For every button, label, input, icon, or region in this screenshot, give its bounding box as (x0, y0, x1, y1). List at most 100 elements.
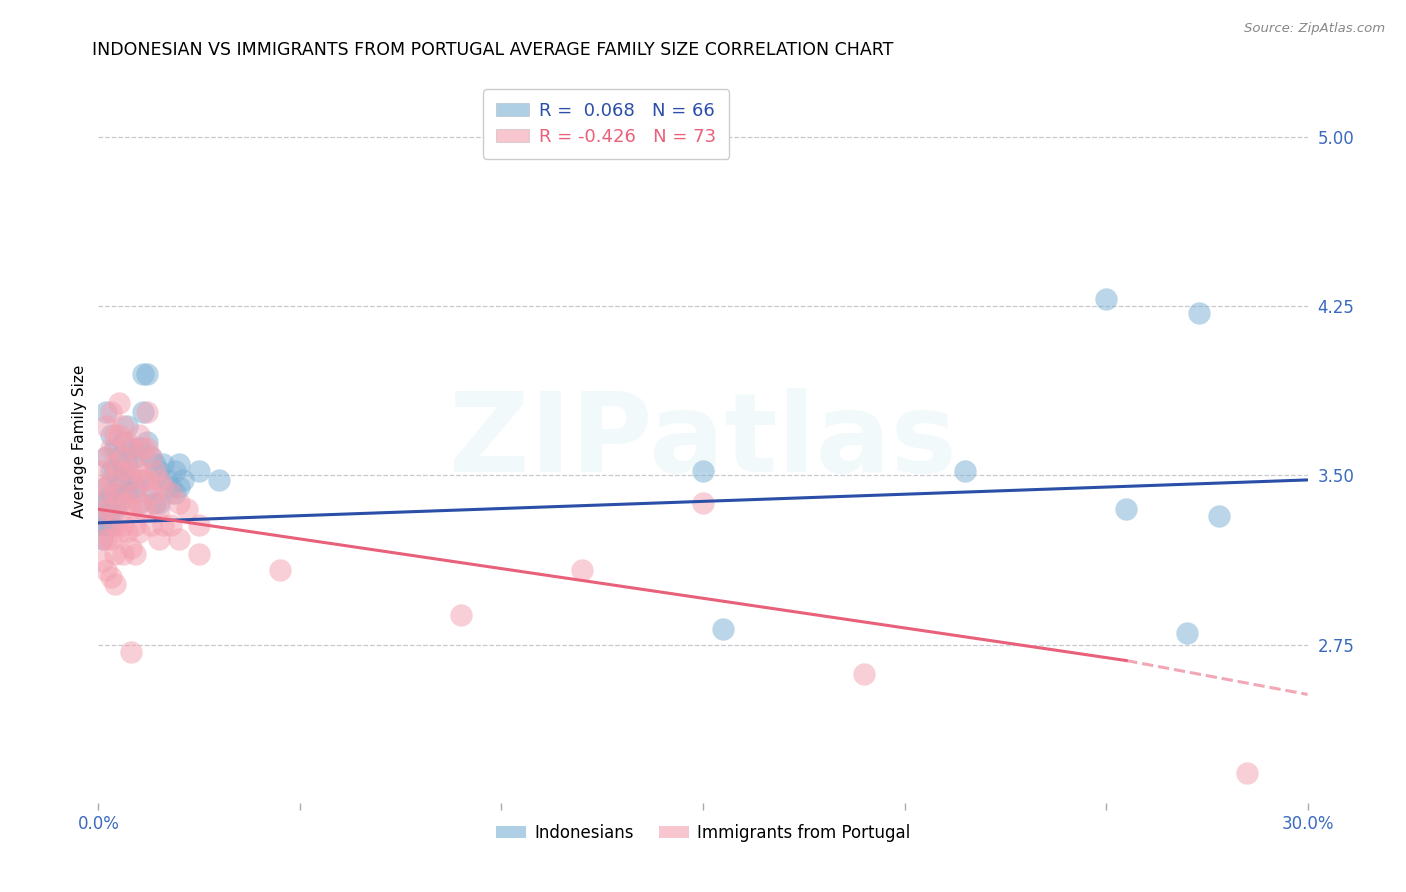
Point (128, 524, 150, 539)
Point (1095, 293, 1118, 307)
Point (96, 418, 118, 433)
Point (115, 464, 138, 478)
Point (152, 480, 174, 494)
Point (103, 502, 125, 516)
Point (96, 518, 118, 533)
Point (96, 502, 118, 516)
Point (120, 541, 142, 555)
Point (115, 434, 138, 449)
Point (103, 427, 125, 442)
Point (188, 464, 211, 478)
Point (115, 486, 138, 500)
Point (100, 442, 122, 456)
Point (139, 518, 162, 533)
Point (96, 450, 118, 465)
Point (143, 457, 166, 471)
Point (96, 532, 118, 546)
Point (124, 450, 146, 465)
Point (128, 473, 150, 487)
Point (152, 457, 174, 471)
Point (135, 434, 157, 449)
Point (139, 486, 162, 500)
Point (100, 502, 122, 516)
Point (450, 608, 472, 623)
Point (1175, 626, 1198, 640)
Point (143, 495, 166, 509)
Point (160, 518, 183, 533)
Point (135, 442, 157, 456)
Point (111, 486, 134, 500)
Point (148, 464, 170, 478)
Text: Source: ZipAtlas.com: Source: ZipAtlas.com (1244, 22, 1385, 36)
Point (132, 442, 155, 456)
Point (111, 486, 134, 500)
Point (167, 480, 190, 494)
Point (124, 486, 146, 500)
Point (100, 518, 122, 533)
Point (115, 457, 138, 471)
Point (100, 502, 122, 516)
Point (91, 509, 114, 524)
Point (107, 495, 129, 509)
Point (167, 532, 190, 546)
Point (148, 532, 170, 546)
Point (135, 367, 157, 381)
Point (111, 418, 134, 433)
Point (1236, 766, 1258, 780)
Point (139, 450, 162, 465)
Point (107, 450, 129, 465)
Point (91, 486, 114, 500)
Point (111, 434, 134, 449)
Point (103, 518, 125, 533)
Point (148, 473, 170, 487)
Point (100, 473, 122, 487)
Point (100, 486, 122, 500)
Point (111, 464, 134, 478)
Point (96, 480, 118, 494)
Text: ZIPatlas: ZIPatlas (449, 388, 957, 495)
Point (853, 667, 876, 681)
Point (132, 502, 155, 516)
Point (128, 464, 150, 478)
Point (96, 450, 118, 465)
Point (91, 532, 114, 546)
Point (91, 532, 114, 546)
Point (120, 442, 142, 456)
Point (91, 509, 114, 524)
Point (188, 548, 211, 562)
Point (111, 548, 134, 562)
Point (571, 563, 593, 577)
Point (139, 450, 162, 465)
Point (135, 473, 157, 487)
Text: INDONESIAN VS IMMIGRANTS FROM PORTUGAL AVERAGE FAMILY SIZE CORRELATION CHART: INDONESIAN VS IMMIGRANTS FROM PORTUGAL A… (93, 41, 894, 59)
Point (107, 495, 129, 509)
Point (148, 495, 170, 509)
Point (152, 518, 174, 533)
Point (172, 473, 194, 487)
Point (953, 464, 976, 478)
Legend: Indonesians, Immigrants from Portugal: Indonesians, Immigrants from Portugal (489, 817, 917, 848)
Point (167, 457, 190, 471)
Point (692, 495, 714, 509)
Point (103, 486, 125, 500)
Point (120, 473, 142, 487)
Point (124, 518, 146, 533)
Point (96, 495, 118, 509)
Point (160, 480, 183, 494)
Point (111, 450, 134, 465)
Point (107, 524, 129, 539)
Point (176, 502, 198, 516)
Point (115, 418, 138, 433)
Point (128, 495, 150, 509)
Point (148, 502, 170, 516)
Point (100, 405, 122, 419)
Point (124, 548, 146, 562)
Point (91, 495, 114, 509)
Point (156, 473, 179, 487)
Point (132, 367, 155, 381)
Point (128, 442, 150, 456)
Point (163, 486, 186, 500)
Point (91, 518, 114, 533)
Point (1208, 509, 1230, 524)
Point (100, 464, 122, 478)
